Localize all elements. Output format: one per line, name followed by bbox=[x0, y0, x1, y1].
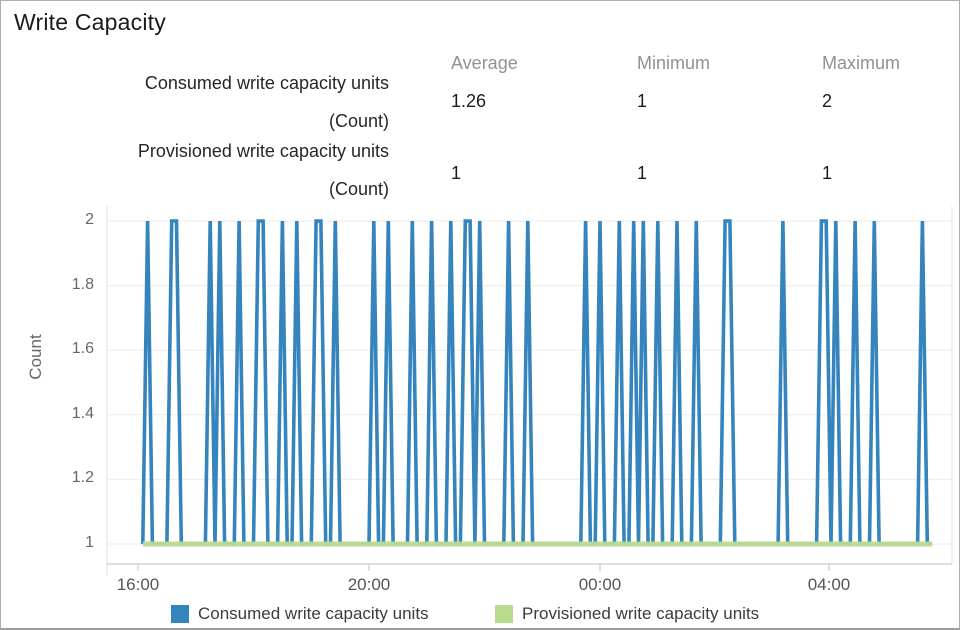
stat-provisioned-minimum: 1 bbox=[637, 163, 648, 183]
stats-column-header-maximum: Maximum bbox=[822, 53, 901, 73]
stats-row-consumed-label: Consumed write capacity units bbox=[144, 73, 389, 93]
y-tick-label: 1.4 bbox=[71, 404, 94, 422]
stats-column-header-average: Average bbox=[451, 53, 518, 73]
stat-consumed-average: 1.26 bbox=[451, 91, 487, 111]
stats-row-provisioned-label: Provisioned write capacity units bbox=[137, 141, 389, 161]
stat-provisioned-maximum: 1 bbox=[822, 163, 833, 183]
stat-consumed-maximum: 2 bbox=[822, 91, 833, 111]
x-tick-label: 20:00 bbox=[347, 575, 391, 594]
stats-row-provisioned-unit: (Count) bbox=[328, 179, 389, 199]
stat-consumed-minimum: 1 bbox=[637, 91, 648, 111]
y-tick-label: 1.2 bbox=[71, 469, 94, 487]
stats-column-header-minimum: Minimum bbox=[637, 53, 711, 73]
consumed-series-line bbox=[141, 219, 933, 546]
consumed-legend-swatch-icon bbox=[171, 605, 189, 623]
legend-item-label: Provisioned write capacity units bbox=[522, 604, 760, 623]
y-tick-label: 2 bbox=[85, 211, 94, 228]
x-tick-label: 16:00 bbox=[116, 575, 160, 594]
page-title: Write Capacity bbox=[14, 9, 166, 35]
stat-provisioned-average: 1 bbox=[451, 163, 462, 183]
x-tick-label: 04:00 bbox=[807, 575, 851, 594]
y-tick-label: 1.8 bbox=[71, 275, 94, 293]
x-tick-label: 00:00 bbox=[578, 575, 622, 594]
y-tick-label: 1.6 bbox=[71, 340, 94, 358]
legend-item-label: Consumed write capacity units bbox=[198, 604, 429, 623]
y-tick-label: 1 bbox=[85, 534, 94, 551]
provisioned-legend-swatch-icon bbox=[495, 605, 513, 623]
legend-item-provisioned[interactable]: Provisioned write capacity units bbox=[495, 604, 759, 624]
legend-item-consumed[interactable]: Consumed write capacity units bbox=[171, 604, 429, 624]
stats-row-consumed-unit: (Count) bbox=[328, 111, 389, 131]
